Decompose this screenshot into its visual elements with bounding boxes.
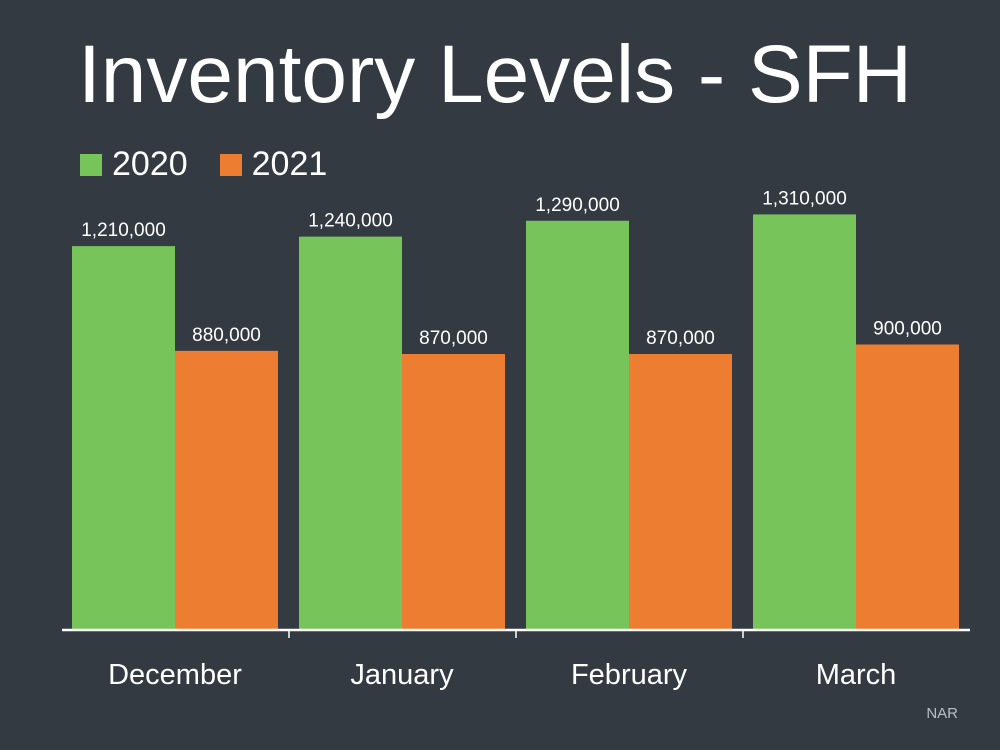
data-label-january-2021: 870,000 (419, 328, 488, 349)
legend-swatch-2020 (80, 153, 102, 176)
data-label-december-2020: 1,210,000 (81, 220, 166, 241)
legend-swatch-2021 (219, 153, 242, 176)
bar-february-2021 (629, 354, 732, 630)
data-label-march-2020: 1,310,000 (762, 188, 847, 209)
bar-december-2021 (175, 350, 278, 630)
data-label-march-2021: 900,000 (873, 318, 942, 339)
data-label-december-2021: 880,000 (192, 325, 261, 346)
x-tick-label-december: December (108, 659, 242, 691)
source-note: NAR (926, 705, 958, 722)
x-tick-label-march: March (816, 659, 897, 691)
data-label-february-2020: 1,290,000 (535, 195, 620, 216)
bar-march-2020 (753, 214, 856, 630)
legend-label-2021: 2021 (251, 145, 328, 183)
bar-january-2020 (299, 236, 402, 630)
bar-march-2021 (856, 344, 959, 630)
x-tick-label-january: January (350, 659, 454, 691)
bar-december-2020 (72, 246, 175, 630)
legend-item-2021: 2021 (219, 145, 328, 184)
bar-february-2020 (526, 220, 629, 631)
legend: 2020 2021 (80, 145, 359, 184)
chart-title: Inventory Levels - SFH (78, 29, 912, 120)
x-tick-label-february: February (571, 659, 688, 691)
legend-item-2020: 2020 (80, 145, 188, 184)
data-label-february-2021: 870,000 (646, 328, 715, 349)
data-label-january-2020: 1,240,000 (308, 211, 393, 232)
bar-january-2021 (402, 354, 505, 630)
legend-label-2020: 2020 (112, 145, 188, 183)
